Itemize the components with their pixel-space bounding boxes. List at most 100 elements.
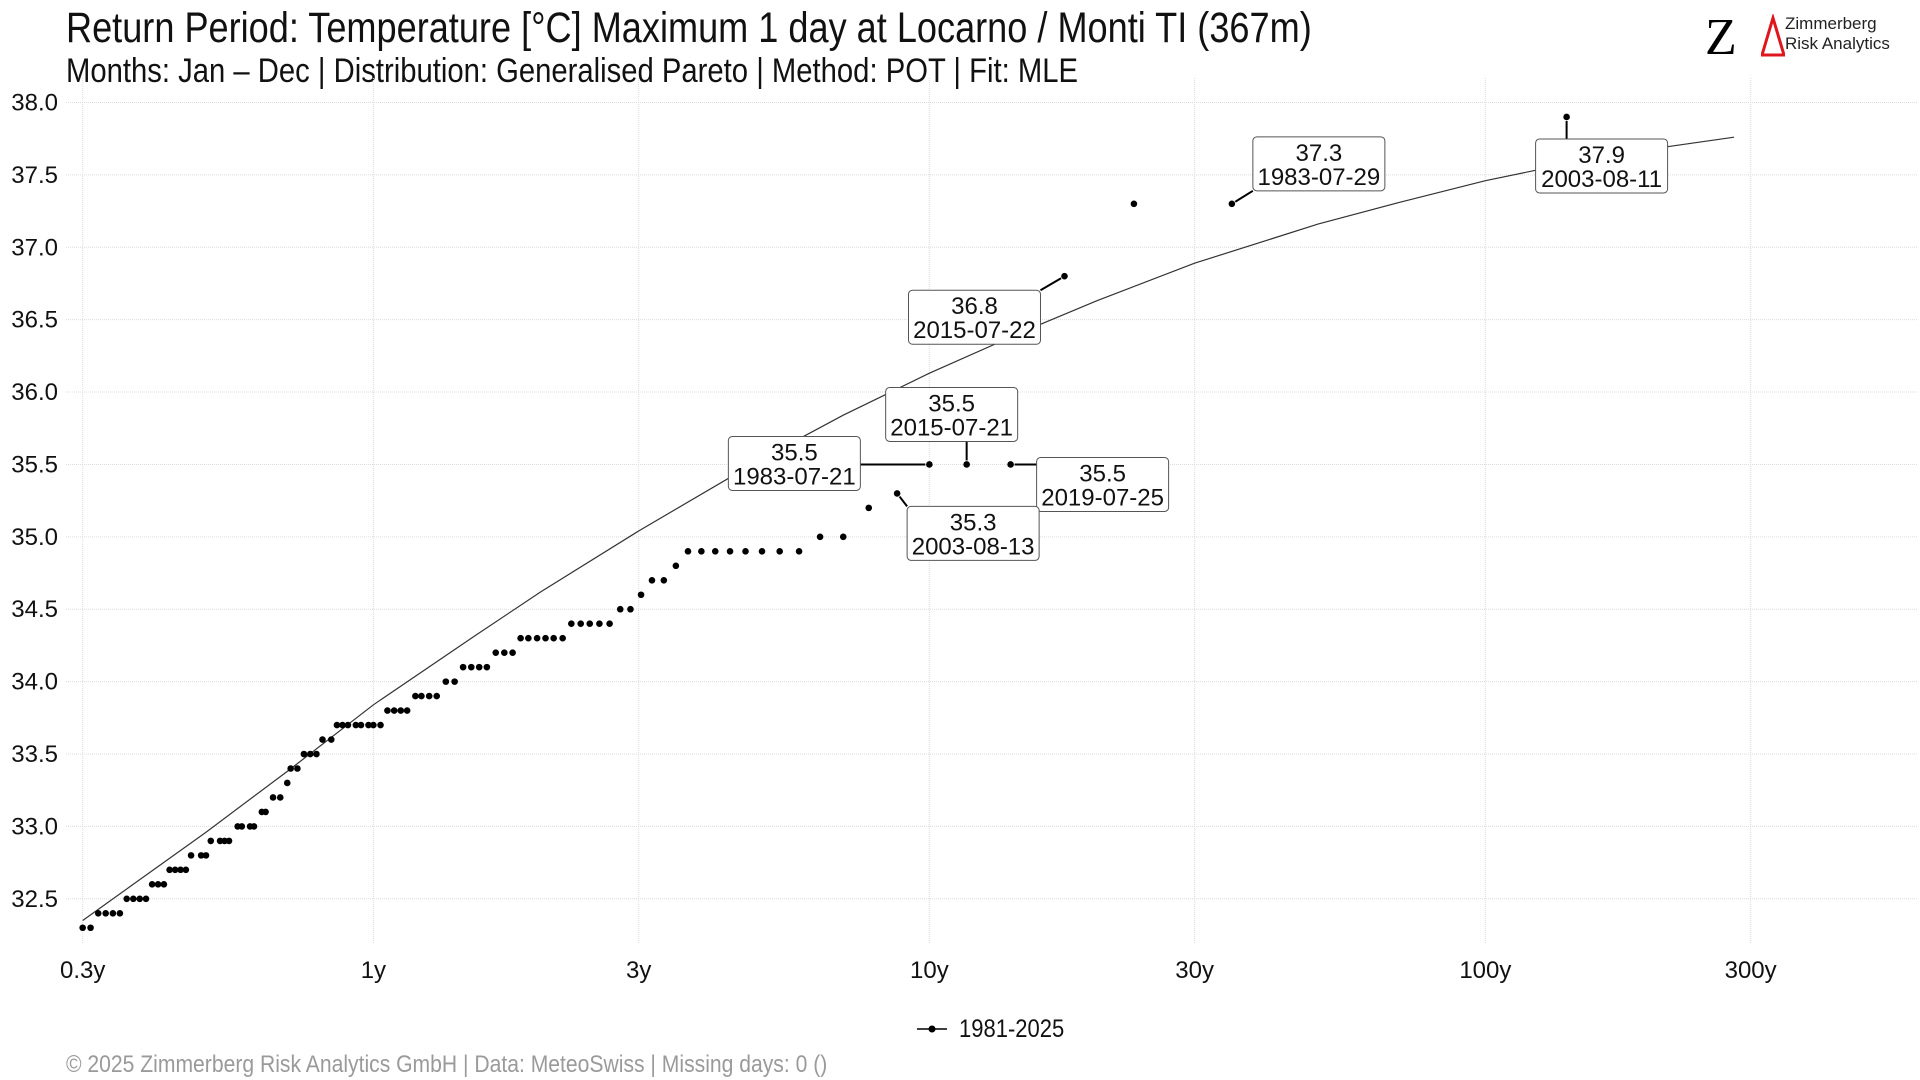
data-point — [467, 663, 475, 671]
logo-triangle-icon — [1761, 14, 1785, 57]
data-point — [287, 765, 294, 772]
data-point — [384, 707, 391, 714]
data-point — [596, 620, 603, 628]
data-point — [542, 634, 549, 642]
data-point — [726, 548, 734, 555]
data-point — [319, 736, 326, 743]
data-point — [370, 721, 377, 729]
data-point — [352, 721, 360, 729]
data-point — [425, 692, 433, 700]
x-tick-label: 100y — [1459, 957, 1511, 984]
data-point — [403, 707, 411, 714]
data-point — [1061, 272, 1068, 280]
data-point — [637, 591, 645, 599]
data-point — [327, 736, 335, 743]
x-tick-label: 1y — [361, 957, 386, 984]
data-point — [216, 837, 224, 845]
x-tick-label: 30y — [1175, 957, 1214, 984]
data-point — [451, 678, 458, 685]
y-tick-label: 34.0 — [11, 669, 58, 696]
data-point — [816, 533, 824, 541]
annotation-box — [885, 386, 1019, 442]
annotation-value: 37.3 — [1296, 140, 1343, 167]
data-point — [758, 548, 766, 555]
data-point — [550, 634, 557, 642]
x-tick-label: 3y — [626, 957, 651, 984]
y-tick-label: 38.0 — [11, 89, 58, 116]
y-tick-label: 36.5 — [11, 307, 58, 334]
data-point — [136, 895, 144, 903]
chart-title: Return Period: Temperature [°C] Maximum … — [66, 4, 1312, 52]
data-point — [1130, 200, 1138, 208]
data-point — [660, 576, 668, 584]
data-point — [262, 808, 269, 816]
data-point — [839, 533, 847, 541]
data-point — [123, 895, 130, 903]
y-tick-label: 35.0 — [11, 524, 58, 551]
data-point — [148, 881, 156, 888]
data-point — [1228, 200, 1236, 208]
data-point — [672, 562, 680, 570]
data-point — [357, 721, 365, 729]
data-point — [627, 605, 634, 613]
grid — [66, 78, 1918, 943]
logo-text: Zimmerberg Risk Analytics — [1785, 14, 1890, 54]
data-point — [893, 490, 901, 497]
company-logo[interactable]: Z Zimmerberg Risk Analytics — [1705, 12, 1905, 64]
annotation-box — [1036, 456, 1170, 512]
annotation-date: 2015-07-21 — [890, 414, 1013, 441]
data-point — [344, 721, 352, 729]
data-point — [390, 707, 398, 714]
data-point — [684, 548, 692, 555]
chart-subtitle: Months: Jan – Dec | Distribution: Genera… — [66, 52, 1078, 90]
legend: 1981-2025 — [915, 1014, 1079, 1044]
annotation-value: 36.8 — [951, 293, 998, 320]
x-tick-label: 300y — [1725, 957, 1777, 984]
data-point — [616, 605, 624, 613]
fit-curve — [82, 136, 1735, 921]
data-point — [129, 895, 137, 903]
data-point — [283, 779, 291, 787]
annotation-box — [907, 289, 1041, 345]
data-point — [250, 823, 258, 830]
data-point — [79, 924, 86, 932]
annotation-box — [727, 435, 861, 491]
x-tick-label: 0.3y — [60, 957, 105, 984]
y-axis-ticks: 32.5 33.0 33.5 34.0 34.5 35.0 35.5 36.0 36.5 37.0… — [11, 89, 58, 912]
data-point — [648, 576, 656, 584]
annotation-leader — [898, 495, 908, 508]
data-point — [202, 852, 210, 859]
data-point — [197, 852, 205, 859]
data-point — [475, 663, 483, 671]
logo-line-2: Risk Analytics — [1785, 34, 1890, 53]
y-tick-label: 33.0 — [11, 813, 58, 840]
data-point — [483, 663, 491, 671]
data-point — [776, 548, 783, 555]
data-point — [865, 504, 873, 512]
y-tick-label: 36.0 — [11, 379, 58, 406]
data-point — [365, 721, 372, 729]
annotation-value: 35.5 — [1079, 460, 1126, 487]
logo-line-1: Zimmerberg — [1785, 14, 1877, 33]
data-point — [742, 548, 749, 555]
data-point — [577, 620, 585, 628]
data-point — [207, 837, 215, 845]
y-tick-label: 34.5 — [11, 596, 58, 623]
data-point — [501, 649, 508, 656]
data-point — [276, 794, 284, 801]
y-tick-label: 33.5 — [11, 741, 58, 768]
data-point — [711, 548, 719, 555]
data-point — [795, 548, 803, 555]
data-point — [963, 461, 970, 468]
annotation-box — [1252, 136, 1386, 192]
data-point — [492, 649, 500, 656]
annotation-value: 35.3 — [950, 509, 997, 536]
data-point — [442, 678, 450, 685]
data-point — [1563, 113, 1570, 121]
